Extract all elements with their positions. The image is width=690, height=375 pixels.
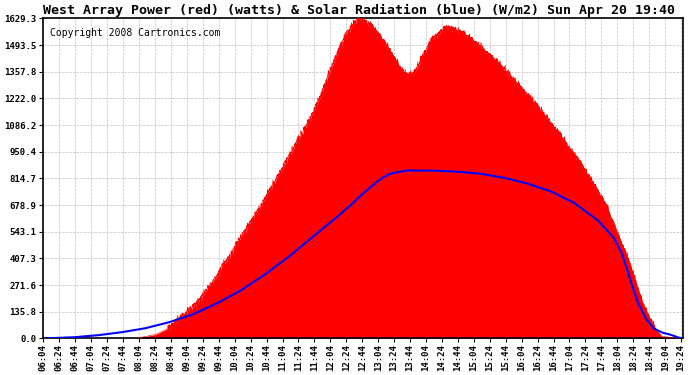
Text: Copyright 2008 Cartronics.com: Copyright 2008 Cartronics.com [50,28,220,38]
Text: West Array Power (red) (watts) & Solar Radiation (blue) (W/m2) Sun Apr 20 19:40: West Array Power (red) (watts) & Solar R… [43,4,676,17]
